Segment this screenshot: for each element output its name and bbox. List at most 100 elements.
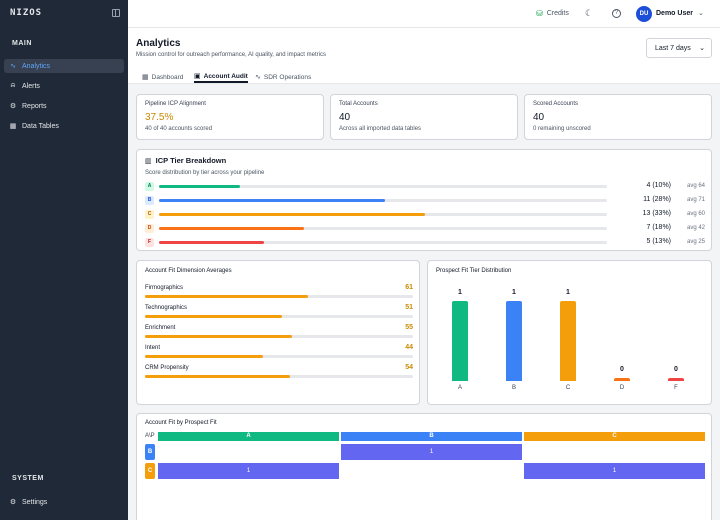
matrix-cell [341,463,522,479]
pulse-icon: ∿ [255,74,261,81]
credits-button[interactable]: ⛁ Credits [536,9,569,18]
prospect-bar-label: C [565,385,571,391]
dimension-track [145,355,413,358]
stat-label: Scored Accounts [533,101,579,107]
dimension-label: Technographics [145,305,188,311]
icp-tier-breakdown-card: ▥ ICP Tier Breakdown Score distribution … [136,149,712,251]
tab-label: Dashboard [151,73,184,81]
tier-count: 4 (10%) [646,182,671,189]
sidebar-item-settings[interactable]: ⚙ Settings [4,495,124,509]
tab-bar: ▦ Dashboard ▣ Account Audit ∿ SDR Operat… [128,68,720,84]
tab-label: SDR Operations [263,73,312,81]
user-name[interactable]: Demo User [656,10,693,17]
grid-icon: ▦ [142,74,149,81]
tier-count: 13 (33%) [642,210,671,217]
tier-count: 7 (18%) [646,224,671,231]
tab-sdr-operations[interactable]: ∿ SDR Operations [255,71,311,83]
icp-subtitle: Score distribution by tier across your p… [145,170,265,176]
page-subtitle: Mission control for outreach performance… [136,52,326,58]
sidebar-item-data-tables[interactable]: ▦ Data Tables [4,119,124,133]
chart-line-icon: ∿ [10,63,16,70]
prospect-bar-value: 1 [458,289,462,296]
bell-icon: ⍾ [10,82,16,89]
stat-sub: Across all imported data tables [339,126,422,132]
prospect-bar-label: F [674,385,678,391]
chevron-down-icon[interactable]: ⌄ [698,10,704,17]
dimension-fill-bar [145,355,263,358]
sidebar-item-reports[interactable]: ⚙ Reports [4,99,124,113]
dimension-label: Intent [145,345,161,351]
matrix-cell [158,444,339,460]
matrix-title: Account Fit by Prospect Fit [145,420,217,426]
stat-value: 37.5% [145,112,174,123]
tier-track [159,241,607,244]
tier-badge: A [145,182,154,191]
tier-track [159,213,607,216]
tier-track [159,185,607,188]
dimension-row: Technographics 51 [145,304,413,321]
tier-badge: C [145,210,154,219]
matrix-cell: 1 [158,463,339,479]
dimension-value: 55 [405,324,413,331]
stat-sub: 0 remaining unscored [533,126,591,132]
prospect-bar-d [614,378,630,381]
dimension-track [145,375,413,378]
dimension-label: CRM Propensity [145,365,189,371]
tier-badge: B [145,196,154,205]
stat-value: 40 [533,112,545,123]
prospect-fit-chart: 1 A 1 B 1 C 0 D 0 F [428,261,713,406]
dimension-value: 51 [405,304,413,311]
tier-badge: F [145,238,154,247]
matrix-row-header: C [145,463,155,479]
dimension-row: Enrichment 55 [145,324,413,341]
stat-label: Total Accounts [339,101,378,107]
avatar[interactable]: DU [636,6,652,22]
dimension-label: Firmographics [145,285,184,291]
sidebar-item-alerts[interactable]: ⍾ Alerts [4,79,124,93]
prospect-bar-label: D [619,385,625,391]
tab-account-audit[interactable]: ▣ Account Audit [194,71,248,83]
dimension-track [145,295,413,298]
sidebar-item-label: Reports [22,102,47,110]
help-icon[interactable]: ? [612,9,621,18]
prospect-bar-c [560,301,576,381]
tier-row-d: D 7 (18%) avg 42 [145,224,705,234]
bar-chart-icon: ▥ [145,157,152,165]
sidebar-collapse-icon[interactable] [112,9,120,17]
dimension-value: 61 [405,284,413,291]
logo: NIZOS [10,8,43,18]
dimension-label: Enrichment [145,325,176,331]
tier-avg: avg 25 [686,239,705,245]
tier-row-b: B 11 (28%) avg 71 [145,196,705,206]
date-range-select[interactable]: Last 7 days ⌄ [646,38,712,58]
tier-avg: avg 64 [686,183,705,189]
matrix-column-header: C [524,432,705,441]
tier-count: 11 (28%) [643,196,671,203]
prospect-bar-value: 0 [674,366,678,373]
dimension-track [145,335,413,338]
dimension-row: Firmographics 61 [145,284,413,301]
tier-fill-bar [159,241,264,244]
prospect-bar-f [668,378,684,381]
prospect-bar-label: B [511,385,516,391]
sidebar-item-label: Alerts [22,82,40,90]
dimension-fill-bar [145,375,290,378]
tier-row-f: F 5 (13%) avg 25 [145,238,705,248]
dimension-fill-bar [145,315,282,318]
stat-label: Pipeline ICP Alignment [145,101,206,107]
page-title: Analytics [136,38,181,49]
section-label-system: SYSTEM [12,475,44,482]
tab-dashboard[interactable]: ▦ Dashboard [142,71,183,83]
logo-row: NIZOS [10,8,120,20]
tier-track [159,227,607,230]
date-range-value: Last 7 days [655,44,691,52]
sidebar: NIZOS MAIN ∿ Analytics ⍾ Alerts ⚙ Report… [0,0,128,520]
dimension-averages-card: Account Fit Dimension Averages Firmograp… [136,260,420,405]
stat-card-scored-accounts: Scored Accounts 40 0 remaining unscored [524,94,712,140]
icp-title-text: ICP Tier Breakdown [155,156,227,165]
sidebar-item-analytics[interactable]: ∿ Analytics [4,59,124,73]
tier-count: 5 (13%) [646,238,671,245]
tier-track [159,199,607,202]
moon-icon[interactable]: ☾ [585,8,594,18]
topbar: ⛁ Credits ☾ ? DU Demo User ⌄ [128,0,720,28]
